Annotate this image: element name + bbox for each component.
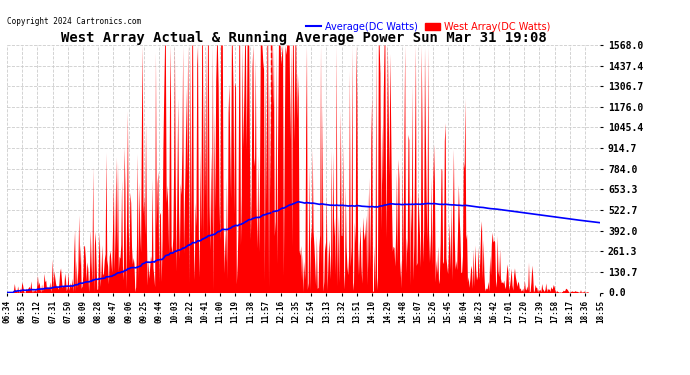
Legend: Average(DC Watts), West Array(DC Watts): Average(DC Watts), West Array(DC Watts) <box>302 18 554 36</box>
Title: West Array Actual & Running Average Power Sun Mar 31 19:08: West Array Actual & Running Average Powe… <box>61 31 546 45</box>
Text: Copyright 2024 Cartronics.com: Copyright 2024 Cartronics.com <box>7 17 141 26</box>
